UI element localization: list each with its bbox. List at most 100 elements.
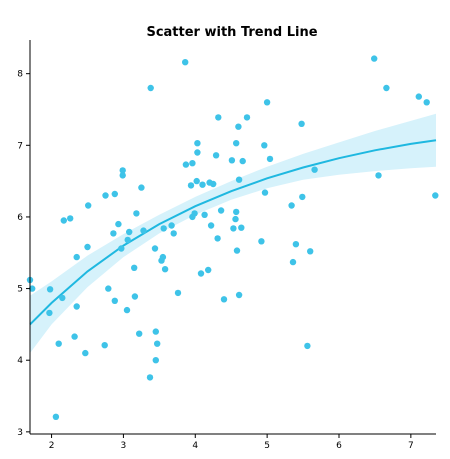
axes: 2 3 4 5 6 7 3 4 5 6 7 8	[17, 40, 436, 451]
x-tick-label-6: 6	[336, 441, 342, 451]
data-point-88	[298, 120, 305, 128]
data-point-7	[60, 217, 67, 224]
data-point-23	[119, 167, 126, 174]
data-point-75	[235, 291, 243, 299]
data-point-13	[84, 243, 91, 251]
data-point-84	[266, 155, 274, 163]
trend-line	[29, 139, 437, 326]
data-point-24	[119, 172, 126, 179]
data-point-56	[197, 270, 205, 277]
data-point-1	[29, 285, 36, 292]
y-tick-label-4: 4	[17, 356, 23, 366]
data-point-15	[101, 342, 108, 349]
data-point-5	[55, 340, 62, 347]
data-point-20	[111, 190, 119, 198]
data-point-67	[220, 296, 228, 303]
chart-title: Scatter with Trend Line	[146, 25, 317, 40]
data-point-3	[46, 286, 54, 293]
data-point-92	[311, 166, 318, 173]
data-point-28	[131, 264, 138, 271]
data-point-29	[131, 293, 139, 300]
data-point-54	[194, 140, 201, 147]
data-point-34	[146, 374, 154, 381]
data-point-32	[138, 184, 145, 191]
data-point-69	[230, 225, 237, 232]
data-point-8	[67, 215, 74, 222]
data-point-22	[118, 245, 125, 252]
data-point-31	[136, 330, 143, 337]
data-points-layer	[26, 55, 439, 420]
data-point-42	[160, 225, 167, 232]
data-point-95	[383, 84, 390, 92]
data-point-41	[159, 253, 167, 261]
data-point-14	[85, 202, 92, 209]
y-tick-label-8: 8	[17, 70, 23, 80]
data-point-12	[82, 349, 89, 357]
data-point-16	[102, 192, 109, 199]
data-point-47	[182, 59, 189, 66]
x-tick-label-7: 7	[408, 441, 414, 451]
y-tick-label-6: 6	[17, 213, 23, 223]
data-point-6	[59, 294, 66, 302]
data-point-74	[235, 123, 242, 130]
data-point-43	[161, 266, 169, 273]
data-point-26	[124, 236, 131, 244]
data-point-53	[193, 177, 200, 185]
data-point-48	[182, 161, 190, 168]
data-point-82	[261, 189, 269, 196]
data-point-62	[210, 180, 217, 188]
data-point-11	[73, 253, 80, 261]
data-point-52	[191, 210, 198, 217]
data-point-71	[233, 140, 240, 147]
data-point-18	[110, 230, 117, 237]
data-point-39	[154, 340, 161, 347]
data-point-21	[115, 220, 122, 228]
data-point-76	[235, 176, 243, 183]
x-tick-label-4: 4	[192, 441, 198, 451]
data-point-68	[228, 157, 236, 164]
x-tick-label-3: 3	[121, 441, 127, 451]
data-point-96	[415, 93, 422, 100]
data-point-35	[147, 84, 154, 92]
data-point-46	[174, 289, 182, 297]
y-tick-label-7: 7	[17, 141, 23, 151]
data-point-57	[199, 181, 206, 188]
data-point-72	[233, 208, 240, 216]
data-point-10	[73, 303, 80, 310]
data-point-73	[233, 247, 241, 254]
data-point-94	[375, 172, 382, 179]
data-point-19	[111, 297, 119, 304]
data-point-49	[187, 182, 195, 189]
data-point-78	[239, 157, 246, 165]
data-point-30	[133, 210, 140, 217]
data-point-83	[263, 99, 271, 106]
data-point-89	[299, 193, 306, 201]
data-point-38	[152, 357, 159, 364]
data-point-45	[170, 230, 177, 237]
data-point-98	[432, 192, 439, 199]
data-point-65	[215, 114, 222, 121]
plot-area	[26, 55, 439, 420]
confidence-band	[30, 113, 436, 354]
data-point-50	[189, 160, 196, 167]
x-tick-label-2: 2	[49, 441, 55, 451]
data-point-25	[123, 306, 131, 314]
data-point-81	[261, 142, 268, 149]
data-point-91	[307, 248, 314, 255]
data-point-9	[71, 333, 78, 340]
data-point-17	[105, 285, 112, 292]
y-tick-label-3: 3	[17, 428, 23, 438]
data-point-80	[258, 238, 265, 245]
data-point-2	[46, 309, 53, 317]
data-point-70	[232, 215, 239, 223]
data-point-90	[304, 342, 311, 350]
x-tick-label-5: 5	[264, 441, 270, 451]
data-point-66	[217, 207, 225, 214]
data-point-59	[205, 266, 212, 274]
data-point-58	[201, 211, 208, 218]
data-point-86	[289, 258, 297, 266]
data-point-4	[52, 413, 60, 420]
data-point-37	[152, 328, 159, 335]
data-point-33	[140, 227, 147, 234]
confidence-band-layer	[30, 113, 436, 354]
